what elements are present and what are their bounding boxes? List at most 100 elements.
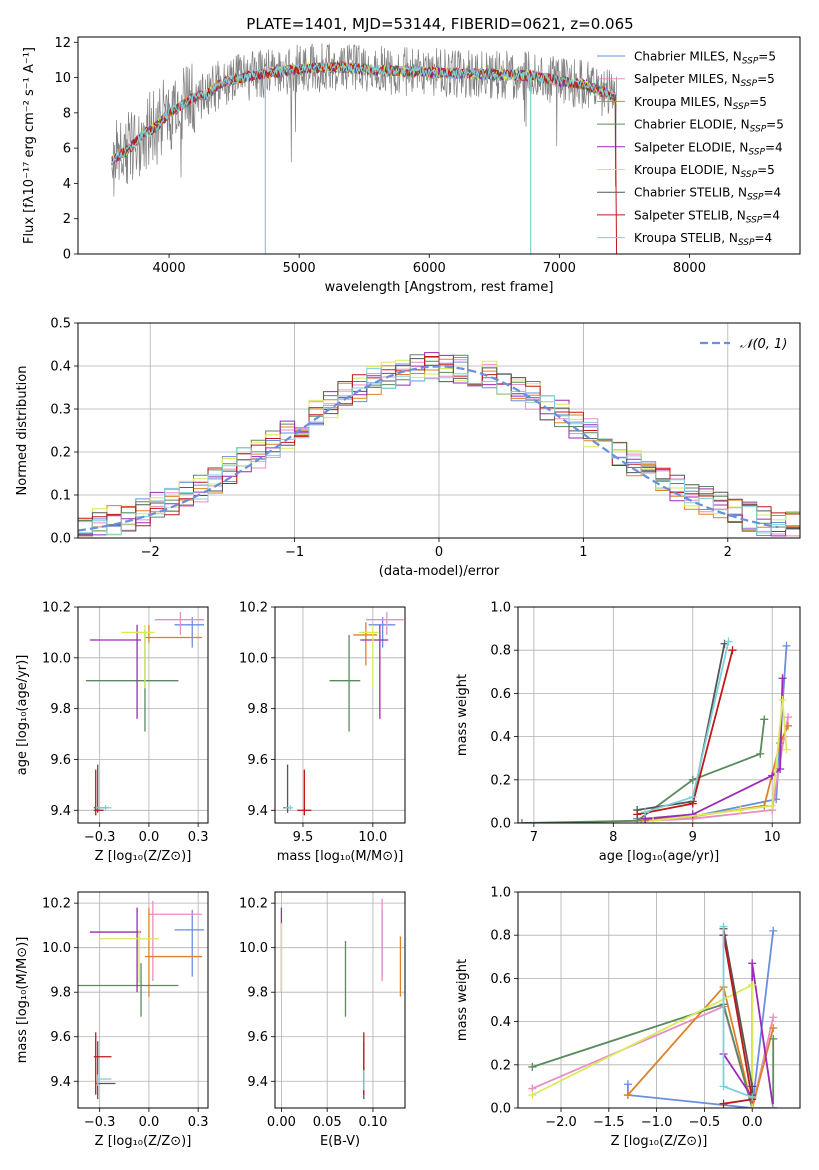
- weight-marker-kroupa_elodie: [736, 806, 745, 815]
- y-tick-label: 0.5: [50, 317, 71, 332]
- legend-label-chabrier_stelib: Chabrier STELIB, NSSP=4: [634, 186, 781, 203]
- y-tick-label: 10.0: [239, 941, 268, 956]
- weight-marker-kroupa_elodie: [748, 980, 757, 989]
- figure-title: PLATE=1401, MJD=53144, FIBERID=0621, z=0…: [246, 15, 633, 33]
- y-tick-label: 9.8: [247, 986, 268, 1001]
- x-tick-label: −0.3: [84, 830, 116, 845]
- legend-label-salpeter_miles: Salpeter MILES, NSSP=5: [634, 72, 775, 89]
- spectrum-panel: 4000 5000 6000 7000 8000 0 2 4 6 8 10 12 wavelength …: [22, 36, 801, 295]
- x-tick-label: −2: [141, 545, 160, 560]
- x-axis-label: age [log₁₀(age/yr)]: [599, 849, 720, 864]
- y-axis-label: Flux [fλ10⁻¹⁷ erg cm⁻² s⁻¹ A⁻¹]: [22, 47, 37, 244]
- y-axis-label: mass [log₁₀(M/M⊙)]: [15, 937, 30, 1064]
- legend-text: Salpeter MILES, N: [634, 72, 741, 86]
- weight-marker-kroupa_elodie: [769, 1104, 778, 1108]
- weight-marker-kroupa_elodie: [649, 816, 658, 823]
- legend-label-chabrier_elodie: Chabrier ELODIE, NSSP=5: [634, 118, 784, 135]
- weight-marker-salpeter_elodie: [688, 810, 697, 819]
- weight-marker-chabrier_elodie: [518, 819, 526, 823]
- x-tick-label: 0.10: [358, 1115, 387, 1130]
- y-tick-label: 2: [63, 212, 71, 227]
- weight-line-kroupa_elodie: [531, 983, 774, 1108]
- normal-curve: [78, 365, 779, 532]
- x-tick-label: 2: [724, 545, 732, 560]
- y-tick-label: 0.6: [490, 687, 511, 702]
- y-tick-label: 8: [63, 106, 71, 121]
- weight-marker-salpeter_stelib: [633, 810, 642, 819]
- y-tick-label: 12: [54, 36, 71, 51]
- plot-area: [85, 612, 205, 816]
- residual-hist-chabrier_stelib: [78, 358, 800, 535]
- axes-frame: [517, 891, 801, 1109]
- weight-vs-z-panel: −2.0 −1.5 −1.0 −0.5 0.0 0.0 0.2 0.4 0.6 0.8 1.0 Z […: [455, 886, 801, 1149]
- y-tick-label: 1.0: [490, 886, 511, 901]
- legend-text: Chabrier MILES, N: [634, 50, 742, 64]
- legend-subscript: SSP: [746, 215, 763, 225]
- x-tick-label: 10: [764, 830, 781, 845]
- y-tick-label: 9.4: [247, 1075, 268, 1090]
- legend-suffix: =5: [757, 163, 775, 177]
- legend-label-chabrier_miles: Chabrier MILES, NSSP=5: [634, 50, 776, 67]
- x-axis-label: wavelength [Angstrom, rest frame]: [325, 280, 554, 295]
- x-tick-label: 7000: [543, 261, 576, 276]
- y-tick-label: 0.4: [490, 730, 511, 745]
- weight-line-chabrier_miles: [627, 930, 775, 1108]
- x-tick-label: 0.0: [742, 1115, 763, 1130]
- weight-marker-chabrier_elodie: [756, 749, 765, 758]
- legend-subscript: SSP: [741, 79, 758, 89]
- x-tick-label: 10.0: [358, 830, 387, 845]
- legend-label-kroupa_elodie: Kroupa ELODIE, NSSP=5: [634, 163, 775, 180]
- plot-area: [78, 900, 205, 1100]
- plot-area: [528, 922, 778, 1108]
- x-tick-label: 8000: [673, 261, 706, 276]
- y-tick-label: 10.0: [239, 651, 268, 666]
- y-tick-label: 10.0: [42, 941, 71, 956]
- residual-histogram-panel: 𝒩(0, 1) −2 −1 0 1 2 0.0 0.1 0.2 0.3 0.4 0.5 (data-mo…: [15, 317, 801, 579]
- weight-marker-chabrier_miles: [782, 641, 791, 650]
- mass-vs-z-panel: −0.3 0.0 0.3 9.4 9.6 9.8 10.0 10.2 Z [log₁₀(Z/Z⊙…: [15, 891, 209, 1149]
- legend-suffix: =5: [766, 118, 784, 132]
- y-tick-label: 0.3: [50, 403, 71, 418]
- mass-vs-ebv-panel: 0.00 0.05 0.10 9.4 9.6 9.8 10.0 10.2 E(B-V): [239, 891, 406, 1149]
- weight-vs-age-panel: 7 8 9 10 0.0 0.2 0.4 0.6 0.8 1.0 age [log₁₀(age/yr…: [455, 601, 801, 864]
- plot-area: [283, 612, 404, 816]
- y-tick-label: 0.8: [490, 929, 511, 944]
- y-tick-label: 9.4: [247, 804, 268, 819]
- y-tick-label: 9.8: [50, 986, 71, 1001]
- residual-hist-salpeter_elodie: [78, 352, 800, 537]
- x-tick-label: 0.3: [188, 1115, 209, 1130]
- plot-area: [111, 43, 618, 254]
- plot-area: [280, 898, 402, 1100]
- y-tick-label: 10.0: [42, 651, 71, 666]
- x-tick-label: 0.00: [267, 1115, 296, 1130]
- y-tick-label: 9.6: [50, 1030, 71, 1045]
- age-vs-z-panel: −0.3 0.0 0.3 9.4 9.6 9.8 10.0 10.2 Z [log₁₀(Z/Z⊙…: [15, 601, 209, 864]
- y-tick-label: 10.2: [42, 601, 71, 616]
- weight-marker-kroupa_stelib: [724, 637, 733, 646]
- y-axis-label: Normed distribution: [15, 366, 30, 496]
- y-tick-label: 9.6: [50, 753, 71, 768]
- axes-frame: [77, 36, 801, 255]
- legend-text: Chabrier ELODIE, N: [634, 118, 750, 132]
- x-axis-label: Z [log₁₀(Z/Z⊙)]: [95, 849, 192, 864]
- weight-marker-chabrier_elodie: [688, 775, 697, 784]
- y-tick-label: 10.2: [239, 601, 268, 616]
- x-tick-label: 7: [530, 830, 538, 845]
- plot-area: [518, 637, 793, 823]
- x-tick-label: 9.5: [293, 830, 314, 845]
- weight-marker-salpeter_miles: [784, 713, 793, 722]
- y-tick-label: 0.0: [490, 1102, 511, 1117]
- x-axis-label: Z [log₁₀(Z/Z⊙)]: [611, 1134, 708, 1149]
- legend-suffix: =4: [765, 140, 783, 154]
- y-tick-label: 0.2: [490, 1058, 511, 1073]
- x-tick-label: −0.3: [84, 1115, 116, 1130]
- x-axis-label: mass [log₁₀(M/M⊙)]: [277, 849, 404, 864]
- y-tick-label: 0.4: [50, 360, 71, 375]
- x-tick-label: −1: [285, 545, 304, 560]
- legend-subscript: SSP: [747, 193, 764, 203]
- model-spectrum-kroupa_stelib: [111, 61, 618, 166]
- y-tick-label: 0.1: [50, 489, 71, 504]
- weight-marker-chabrier_elodie: [528, 1062, 537, 1071]
- y-tick-label: 0.8: [490, 644, 511, 659]
